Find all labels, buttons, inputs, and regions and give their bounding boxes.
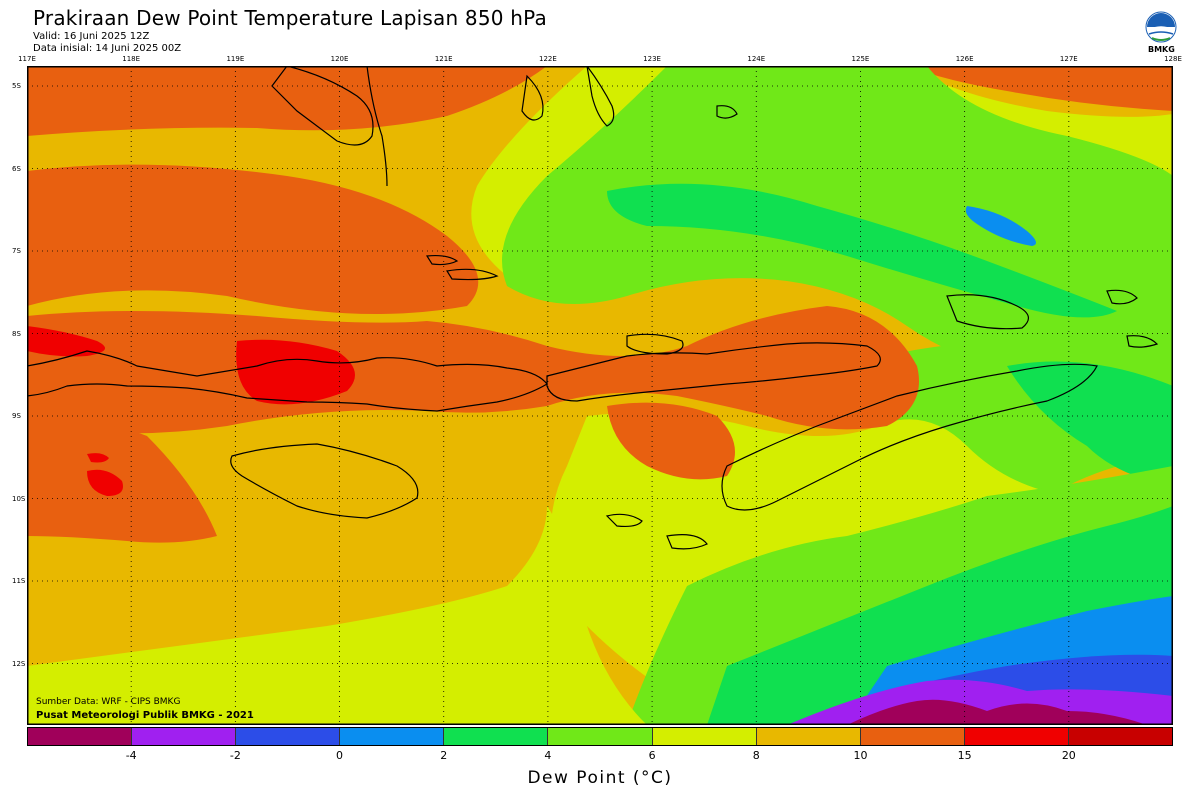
coast-sulawesi-south	[271, 66, 374, 146]
latitude-label: 11S	[12, 577, 26, 585]
coast-small-2	[425, 254, 459, 266]
colorbar-tick-label: 4	[544, 749, 552, 762]
field-blue-spot	[965, 206, 1036, 246]
latitude-label: 12S	[12, 659, 26, 668]
colorbar-segment	[340, 728, 445, 745]
colorbar-tick-label: 2	[440, 749, 448, 762]
latitude-label: 9S	[12, 412, 21, 420]
coast-small-4	[1126, 335, 1159, 348]
field-red-lombok	[236, 339, 355, 405]
coast-babar	[1106, 289, 1138, 305]
coast-timor	[721, 363, 1098, 511]
colorbar-tick-label: 8	[752, 749, 760, 762]
latitude-label: 6S	[12, 164, 21, 173]
coast-small-1	[716, 105, 738, 119]
field-red-south	[87, 469, 123, 496]
colorbar-segment	[652, 728, 757, 745]
field-orange-ne	[907, 66, 1173, 111]
field-red-west	[27, 326, 105, 357]
colorbar-tick-label: -4	[125, 749, 137, 762]
colorbar-segment	[756, 728, 861, 745]
colorbar-segment	[964, 728, 1069, 745]
colorbar-tick-label: 10	[853, 749, 868, 762]
data-source-note: Sumber Data: WRF - CIPS BMKG	[36, 697, 181, 707]
colorbar-segment	[444, 728, 549, 745]
longitude-label: 126E	[955, 55, 974, 63]
coast-sumba	[230, 443, 419, 519]
longitude-label: 118E	[122, 55, 141, 63]
colorbar-segment	[132, 728, 237, 745]
coast-alor	[626, 333, 684, 355]
coast-small-3	[446, 268, 499, 281]
colorbar-tick-label: -2	[229, 749, 241, 762]
longitude-label: 127E	[1059, 55, 1078, 63]
longitude-label: 117E	[18, 55, 36, 63]
longitude-label: 120E	[330, 55, 349, 63]
coastlines	[27, 66, 1159, 550]
field-orange-flores	[607, 402, 735, 480]
colorbar-segment	[860, 728, 965, 745]
map-title: Prakiraan Dew Point Temperature Lapisan …	[33, 6, 547, 30]
field-orange-central	[27, 306, 919, 434]
colorbar-title: Dew Point (°C)	[527, 768, 673, 788]
producer-note: Pusat Meteorologi Publik BMKG - 2021	[36, 710, 254, 721]
longitude-label: 128E	[1164, 55, 1182, 63]
field-yellow-sw	[27, 506, 647, 725]
colorbar-tick-label: 20	[1061, 749, 1076, 762]
longitude-label: 121E	[434, 55, 453, 63]
longitude-label: 123E	[643, 55, 661, 63]
longitude-label: 124E	[747, 55, 766, 63]
latitude-label: 7S	[12, 247, 21, 255]
longitude-label: 125E	[851, 55, 870, 63]
latitude-label: 8S	[12, 329, 21, 338]
bmkg-logo-icon	[1145, 11, 1177, 43]
colorbar-tick-label: 15	[957, 749, 972, 762]
field-brightgreen-ne	[607, 183, 1117, 318]
field-brightgreen-east	[1007, 361, 1173, 486]
colorbar-segment	[1068, 728, 1173, 745]
field-orange-north2	[27, 164, 479, 314]
colorbar-segment	[236, 728, 341, 745]
colorbar-tick-label: 0	[336, 749, 344, 762]
longitude-label: 122E	[539, 55, 557, 63]
colorbar-tick-label: 6	[648, 749, 656, 762]
coast-buton	[521, 74, 544, 121]
logo-text: BMKG	[1148, 45, 1175, 54]
coast-muna	[586, 66, 615, 127]
latitude-label: 10S	[12, 494, 26, 503]
coast-rote	[666, 534, 708, 550]
coast-wetar	[946, 294, 1029, 330]
field-red-small	[87, 453, 109, 463]
colorbar	[27, 727, 1173, 746]
valid-time: Valid: 16 Juni 2025 12Z	[33, 31, 150, 42]
latitude-label: 5S	[12, 82, 21, 90]
field-maroon-se	[847, 699, 1147, 725]
coast-sulawesi-south-b	[366, 66, 388, 187]
coast-savu	[605, 513, 643, 528]
longitude-label: 119E	[226, 55, 245, 63]
colorbar-segment	[548, 728, 653, 745]
dew-point-map	[27, 66, 1173, 725]
initial-data-time: Data inisial: 14 Juni 2025 00Z	[33, 43, 182, 54]
colorbar-segment	[28, 728, 133, 745]
